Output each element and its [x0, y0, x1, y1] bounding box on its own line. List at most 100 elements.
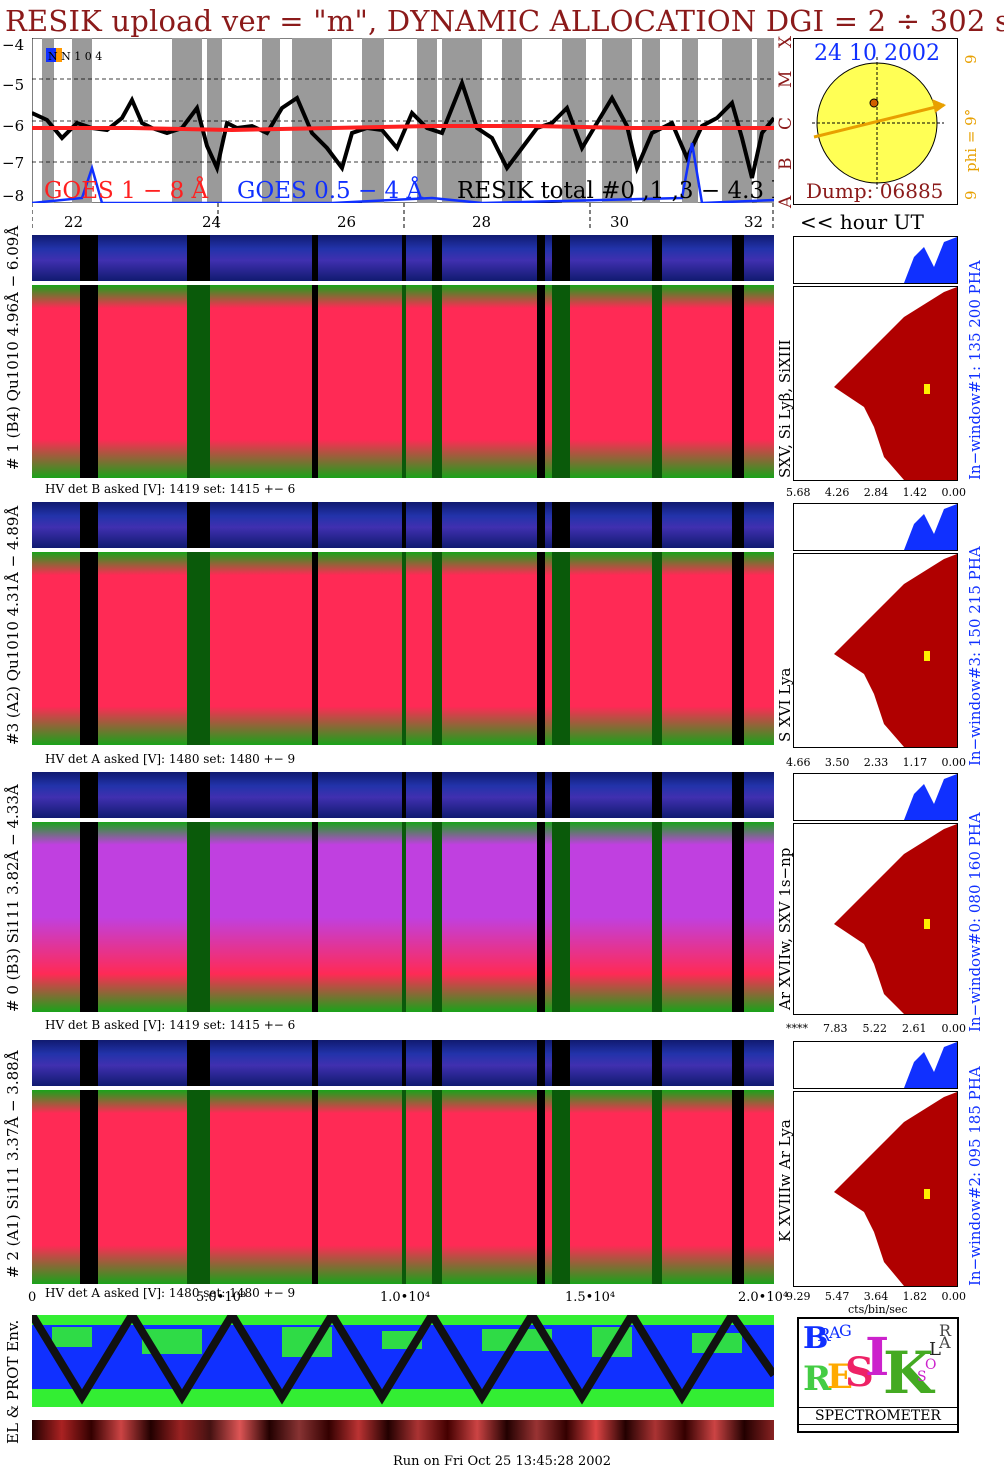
- goes-ytick: −5: [2, 76, 25, 94]
- data-gap-column: [732, 1040, 744, 1086]
- hist-tick: 1.17: [902, 756, 928, 769]
- logo-letter: R: [939, 1321, 952, 1340]
- pha-histogram: [793, 236, 958, 284]
- hist-tick: 0.00: [941, 1022, 967, 1035]
- hv-label: HV det A asked [V]: 1480 set: 1480 +− 9: [45, 752, 296, 766]
- logo-letter: E: [827, 1357, 853, 1397]
- intensity-profile: [793, 823, 958, 1015]
- gap-band: [602, 38, 632, 203]
- data-gap-column: [312, 235, 318, 281]
- logo-letter: G: [839, 1321, 852, 1340]
- data-gap-column: [652, 1090, 662, 1284]
- phi-label: phi = 9°: [962, 108, 980, 172]
- bragg-resik-solar-logo: B R A G R E S I K S O L A R SPECTROMETER: [797, 1317, 959, 1433]
- data-gap-column: [537, 772, 545, 818]
- data-gap-column: [432, 552, 442, 745]
- hist-tick: 0.00: [941, 486, 967, 499]
- data-gap-column: [80, 502, 98, 548]
- channel-lines-label: SXV, Si Lyβ, SiXIII: [776, 339, 794, 478]
- data-gap-column: [652, 1040, 662, 1086]
- goes-tag: N N 1 0 4: [48, 50, 102, 63]
- channel-side-label: # 0 (B3) Si111 3.82Å − 4.33Å: [4, 784, 22, 1012]
- hist-tick: 4.66: [786, 756, 811, 769]
- goes-1-8-line: [32, 124, 774, 133]
- data-gap-column: [202, 772, 210, 818]
- data-gap-column: [432, 285, 442, 478]
- data-gap-column: [202, 235, 210, 281]
- hour-label: << hour UT: [800, 210, 924, 234]
- data-gap-column: [537, 552, 545, 745]
- dump-label: Dump: 06885: [806, 179, 944, 203]
- data-gap-column: [312, 772, 318, 818]
- legend-goes1: GOES 1 − 8 Å: [44, 176, 209, 203]
- hist-tick: 0.00: [941, 1290, 967, 1303]
- env-zigzag: [32, 1315, 774, 1405]
- footer-run-info: Run on Fri Oct 25 13:45:28 2002: [392, 1454, 612, 1469]
- logo-letter: I: [865, 1327, 890, 1388]
- hour-tick: 26: [337, 213, 357, 231]
- hist-tick: 2.84: [863, 486, 889, 499]
- data-gap-column: [402, 822, 406, 1012]
- data-gap-column: [732, 235, 744, 281]
- goes-panel: N N 1 0 4 GOES 1 − 8 Å GOES 0.5 − 4 Å RE…: [32, 38, 774, 203]
- data-gap-column: [552, 1090, 570, 1284]
- goes-ytick: −7: [2, 154, 25, 172]
- env-xtick: 1.0•10⁴: [380, 1290, 431, 1305]
- hv-label: HV det B asked [V]: 1419 set: 1415 +− 6: [45, 482, 296, 496]
- channel-lines-label: S XVI Lya: [776, 667, 794, 742]
- hist-tick: 5.47: [824, 1290, 850, 1303]
- data-gap-column: [202, 502, 210, 548]
- intensity-profile: [793, 286, 958, 481]
- data-gap-column: [202, 822, 210, 1012]
- data-gap-column: [537, 502, 545, 548]
- window-label: In−window#2: 095 185 PHA: [966, 1066, 984, 1286]
- logo-spectrometer: SPECTROMETER: [799, 1407, 957, 1425]
- logo-letter: S: [917, 1369, 927, 1385]
- pha-histogram: [793, 1041, 958, 1089]
- data-gap-column: [432, 1040, 442, 1086]
- hist-ticks: 9.29 5.47 3.64 1.82 0.00: [786, 1290, 966, 1303]
- goes-05-4-line: [32, 142, 774, 203]
- data-gap-column: [402, 1090, 406, 1284]
- data-gap-column: [432, 772, 442, 818]
- env-panel: [32, 1315, 774, 1407]
- data-gap-column: [202, 285, 210, 478]
- goes-ytick: −4: [2, 36, 25, 54]
- data-gap-column: [537, 1040, 545, 1086]
- hist-ticks: 5.68 4.26 2.84 1.42 0.00: [786, 486, 966, 499]
- logo-letter: A: [829, 1323, 841, 1342]
- env-label: EL & PROT Env.: [4, 1319, 22, 1444]
- data-gap-column: [312, 1040, 318, 1086]
- data-gap-column: [202, 1090, 210, 1284]
- channel-lines-label: K XVIIIw Ar Lya: [776, 1119, 794, 1242]
- hour-tick: 28: [472, 213, 492, 231]
- hist-tick: 2.61: [902, 1022, 927, 1035]
- window-label: In−window#0: 080 160 PHA: [966, 812, 984, 1032]
- data-gap-column: [652, 772, 662, 818]
- data-gap-column: [652, 285, 662, 478]
- env-strip: [32, 1420, 774, 1440]
- env-xtick: 2.0•10⁴: [738, 1290, 789, 1305]
- hist-ticks: 4.66 3.50 2.33 1.17 0.00: [786, 756, 966, 769]
- data-gap-column: [732, 1090, 744, 1284]
- sun-panel: 24 10 2002 Dump: 06885: [793, 38, 958, 205]
- data-gap-column: [652, 552, 662, 745]
- data-gap-column: [402, 772, 406, 818]
- hist-tick: 1.82: [902, 1290, 928, 1303]
- env-xtick: 1.5•10⁴: [565, 1290, 616, 1305]
- intensity-profile: [793, 1091, 958, 1287]
- channel-side-label: # 1 (B4) Qu1010 4.96Å − 6.09Å: [4, 225, 22, 470]
- data-gap-column: [80, 235, 98, 281]
- data-gap-column: [432, 1090, 442, 1284]
- data-gap-column: [537, 235, 545, 281]
- page-title: RESIK upload ver = "m", DYNAMIC ALLOCATI…: [5, 4, 1004, 38]
- data-gap-column: [432, 235, 442, 281]
- logo-letter: O: [925, 1357, 937, 1373]
- logo-letter: A: [939, 1333, 951, 1352]
- data-gap-column: [432, 502, 442, 548]
- data-gap-column: [537, 1090, 545, 1284]
- data-gap-column: [80, 285, 98, 478]
- hist-tick: 5.22: [862, 1022, 888, 1035]
- data-gap-column: [402, 502, 406, 548]
- hour-tick: 32: [744, 213, 764, 231]
